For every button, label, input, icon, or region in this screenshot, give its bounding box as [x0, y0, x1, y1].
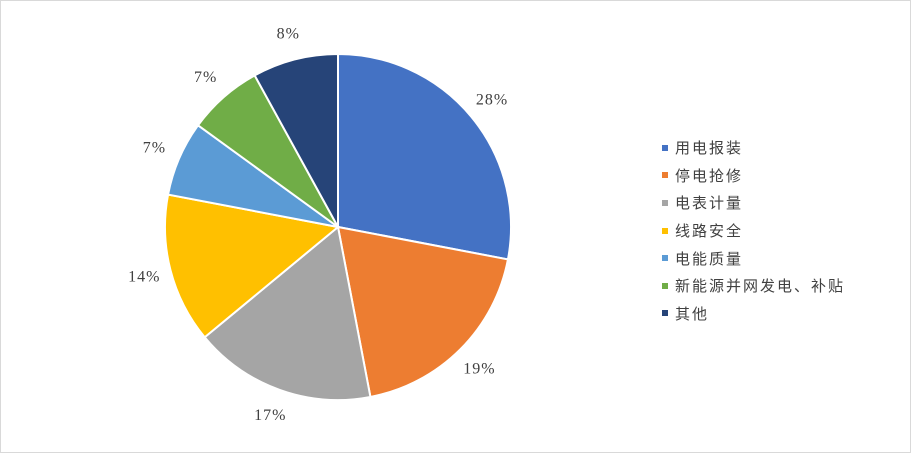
- legend-swatch: [662, 282, 668, 289]
- legend-label: 用电报装: [675, 139, 744, 158]
- pie-slice: [336, 225, 510, 399]
- legend-label: 其他: [675, 304, 710, 323]
- legend-item: 其他: [662, 300, 845, 328]
- legend-label: 线路安全: [675, 222, 744, 241]
- slice-data-label: 19%: [463, 360, 495, 377]
- legend-swatch: [662, 227, 668, 234]
- pie-slice: [337, 52, 513, 261]
- legend-label: 电能质量: [675, 249, 744, 268]
- legend-swatch: [662, 255, 668, 262]
- pie-slice: [253, 52, 339, 228]
- slice-data-label: 17%: [254, 407, 286, 424]
- legend-label: 新能源并网发电、补贴: [675, 277, 846, 296]
- legend-swatch: [662, 144, 668, 151]
- slice-data-label: 28%: [476, 92, 508, 109]
- legend-label: 电表计量: [675, 194, 744, 213]
- legend-swatch: [662, 172, 668, 179]
- legend-item: 新能源并网发电、补贴: [662, 272, 845, 300]
- legend-item: 电表计量: [662, 189, 845, 217]
- pie-slice: [163, 193, 341, 339]
- slice-data-label: 7%: [143, 140, 166, 157]
- legend-swatch: [662, 199, 668, 206]
- legend-swatch: [662, 310, 668, 317]
- legend-item: 用电报装: [662, 134, 845, 162]
- slice-data-label: 14%: [128, 269, 160, 286]
- pie-slice: [203, 225, 372, 402]
- slice-data-label: 8%: [277, 25, 300, 42]
- legend-label: 停电抢修: [675, 166, 744, 185]
- legend-item: 线路安全: [662, 217, 845, 245]
- legend-item: 电能质量: [662, 244, 845, 272]
- legend-item: 停电抢修: [662, 162, 845, 190]
- slice-data-label: 7%: [194, 69, 217, 86]
- legend: 用电报装停电抢修电表计量线路安全电能质量新能源并网发电、补贴 其他: [662, 134, 845, 327]
